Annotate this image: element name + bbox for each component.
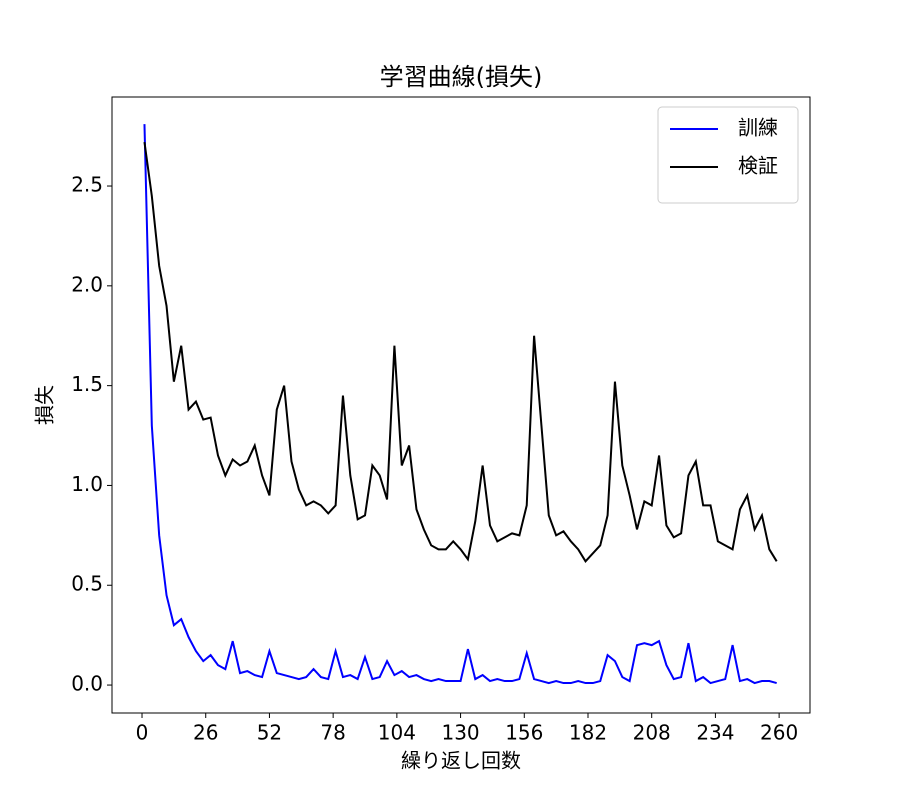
x-tick-label: 52 bbox=[257, 721, 282, 745]
y-axis-label: 損失 bbox=[33, 385, 57, 425]
x-tick-label: 182 bbox=[569, 721, 607, 745]
y-tick-label: 0.0 bbox=[71, 672, 103, 696]
x-tick-label: 104 bbox=[378, 721, 416, 745]
plot-frame bbox=[111, 96, 811, 714]
x-tick-label: 156 bbox=[505, 721, 543, 745]
y-tick-label: 2.5 bbox=[71, 173, 103, 197]
line-series bbox=[143, 124, 777, 685]
line-series bbox=[143, 141, 778, 563]
x-axis-label: 繰り返し回数 bbox=[401, 749, 521, 773]
y-tick-label: 0.5 bbox=[71, 572, 103, 596]
x-tick-label: 260 bbox=[760, 721, 798, 745]
chart-title: 学習曲線(損失) bbox=[380, 63, 543, 91]
x-tick-label: 26 bbox=[193, 721, 218, 745]
legend-label: 訓練 bbox=[738, 116, 778, 140]
x-tick-label: 208 bbox=[633, 721, 671, 745]
y-tick-label: 2.0 bbox=[71, 272, 103, 296]
x-tick-label: 234 bbox=[696, 721, 734, 745]
y-tick-label: 1.5 bbox=[71, 372, 103, 396]
legend-box bbox=[657, 106, 799, 204]
x-tick-label: 130 bbox=[441, 721, 479, 745]
y-tick-label: 1.0 bbox=[71, 472, 103, 496]
legend-label: 検証 bbox=[738, 154, 778, 178]
x-tick-label: 0 bbox=[136, 721, 149, 745]
x-tick-label: 78 bbox=[320, 721, 345, 745]
